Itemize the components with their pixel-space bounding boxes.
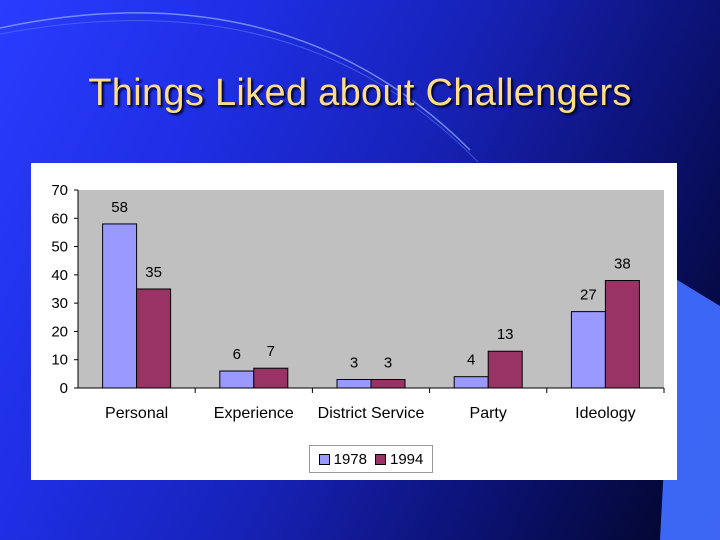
- x-category-label: Experience: [214, 405, 294, 422]
- data-label-1994: 13: [497, 326, 514, 343]
- chart-panel: 0 10 20 30 40 50 60 70 58 35 Personal 6 7 Experience 3…: [31, 163, 677, 480]
- legend: 1978 1994: [309, 445, 433, 473]
- y-tick-label: 30: [51, 295, 68, 312]
- x-category-label: District Service: [318, 405, 425, 422]
- slide-title: Things Liked about Challengers: [88, 72, 632, 114]
- bar-1994: [604, 280, 640, 389]
- bar-1978: [336, 379, 372, 389]
- legend-item-1994: 1994: [375, 451, 423, 468]
- data-label-1978: 4: [467, 352, 475, 369]
- data-label-1978: 27: [580, 287, 597, 304]
- y-tick-label: 10: [51, 352, 68, 369]
- y-tick-label: 60: [51, 210, 68, 227]
- bar-1994: [487, 350, 523, 389]
- data-label-1994: 35: [145, 264, 162, 281]
- bar-1978: [219, 370, 255, 389]
- data-label-1994: 3: [384, 355, 392, 372]
- data-label-1978: 58: [111, 199, 128, 216]
- bar-1994: [253, 367, 289, 389]
- legend-swatch-1978: [318, 453, 330, 465]
- bar-1994: [370, 379, 406, 389]
- data-label-1994: 38: [614, 256, 631, 273]
- legend-label-1978: 1978: [333, 450, 367, 468]
- bar-1994: [136, 288, 172, 389]
- bar-1978: [453, 376, 489, 389]
- y-tick-label: 20: [51, 323, 68, 340]
- legend-item-1978: 1978: [318, 450, 367, 468]
- bar-chart: 0 10 20 30 40 50 60 70 58 35 Personal 6 7 Experience 3…: [51, 182, 665, 422]
- bar-1978: [570, 311, 606, 389]
- y-tick-label: 50: [51, 239, 68, 256]
- x-category-label: Ideology: [575, 405, 636, 422]
- data-label-1994: 7: [267, 343, 275, 360]
- data-label-1978: 3: [350, 355, 358, 372]
- legend-swatch-1994: [375, 453, 386, 465]
- legend-label-1994: 1994: [390, 450, 424, 468]
- bar-1978: [102, 223, 138, 389]
- y-tick-label: 0: [60, 380, 68, 397]
- plot-area: [78, 190, 664, 388]
- x-category-label: Party: [470, 405, 507, 422]
- y-tick-label: 40: [51, 267, 68, 284]
- y-tick-label: 70: [51, 182, 68, 199]
- data-label-1978: 6: [233, 346, 241, 363]
- x-category-label: Personal: [105, 405, 168, 422]
